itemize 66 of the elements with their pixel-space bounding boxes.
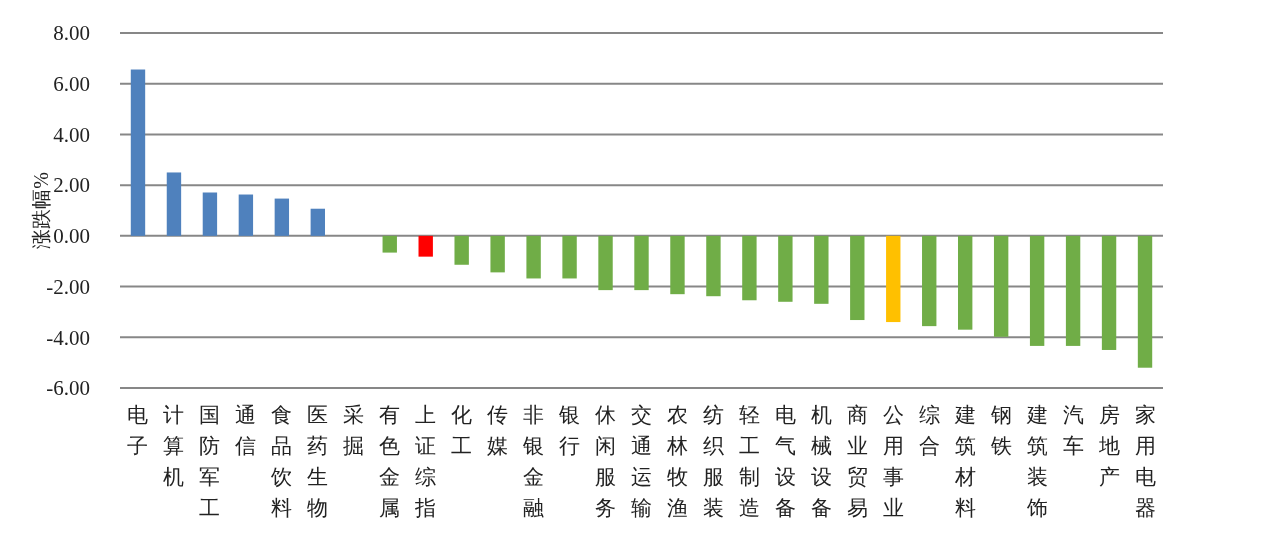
y-tick-label: -6.00 [46, 376, 90, 401]
x-tick-label: 商业贸易 [846, 403, 868, 520]
bar [1101, 235, 1117, 350]
bar [1029, 235, 1045, 346]
bar [1137, 235, 1153, 368]
bar [850, 235, 865, 321]
y-tick-label: -2.00 [46, 274, 90, 299]
x-tick-label: 有色金属 [379, 403, 401, 520]
x-tick-label: 纺织服装 [702, 403, 724, 520]
x-tick-label: 非银金融 [522, 403, 545, 520]
x-tick-label: 上证综指 [414, 403, 437, 520]
bar [526, 235, 541, 279]
bar [922, 235, 937, 327]
bar [130, 69, 146, 236]
bar [238, 194, 254, 236]
bar [418, 235, 433, 257]
x-tick-label: 建筑装饰 [1025, 403, 1048, 520]
x-tick-label: 传媒 [487, 403, 509, 458]
bar [993, 235, 1009, 337]
x-tick-label: 房地产 [1097, 403, 1120, 489]
y-tick-label: 0.00 [53, 224, 90, 249]
bar [166, 172, 182, 236]
bar [958, 235, 973, 330]
bar [382, 235, 397, 253]
x-tick-label: 休闲服务 [595, 403, 617, 520]
x-tick-label: 钢铁 [989, 403, 1012, 458]
x-tick-label: 建筑材料 [953, 403, 976, 520]
bar [706, 235, 721, 297]
bar [742, 235, 757, 301]
bar [598, 235, 613, 291]
bar [274, 198, 290, 236]
x-tick-label: 国防军工 [199, 403, 221, 520]
bar [778, 235, 793, 302]
x-tick-label: 医药生物 [307, 403, 329, 520]
x-tick-label: 通信 [235, 403, 257, 458]
bar [202, 192, 218, 236]
x-tick-label: 轻工制造 [738, 403, 760, 520]
bar [814, 235, 829, 304]
x-tick-label: 综合 [918, 403, 940, 458]
bar [562, 235, 577, 279]
x-tick-label: 电子 [127, 403, 149, 458]
y-axis-title: 涨跌幅% [30, 172, 52, 249]
bar [454, 235, 469, 265]
bar [490, 235, 505, 273]
y-tick-label: 4.00 [53, 122, 90, 147]
y-tick-label: 2.00 [53, 173, 90, 198]
x-tick-label: 采掘 [343, 403, 365, 458]
x-tick-label: 公用事业 [882, 403, 904, 520]
x-tick-label: 农林牧渔 [665, 403, 688, 520]
y-tick-label: 8.00 [53, 21, 90, 46]
x-tick-label: 交通运输 [631, 403, 652, 520]
bar [310, 208, 325, 236]
x-tick-label: 电气设备 [774, 403, 796, 520]
bar [886, 235, 901, 323]
x-tick-label: 化工 [451, 403, 473, 458]
y-tick-label: 6.00 [53, 71, 90, 96]
x-tick-label: 家用电器 [1134, 403, 1156, 520]
x-tick-label: 银行 [558, 403, 581, 458]
y-tick-label: -4.00 [46, 325, 90, 350]
x-tick-label: 机械设备 [810, 403, 832, 520]
bar [670, 235, 685, 295]
bar [634, 235, 649, 291]
x-tick-label: 计算机 [163, 403, 185, 489]
bar [1065, 235, 1081, 346]
x-tick-label: 汽车 [1062, 403, 1084, 458]
x-tick-label: 食品饮料 [270, 403, 293, 520]
